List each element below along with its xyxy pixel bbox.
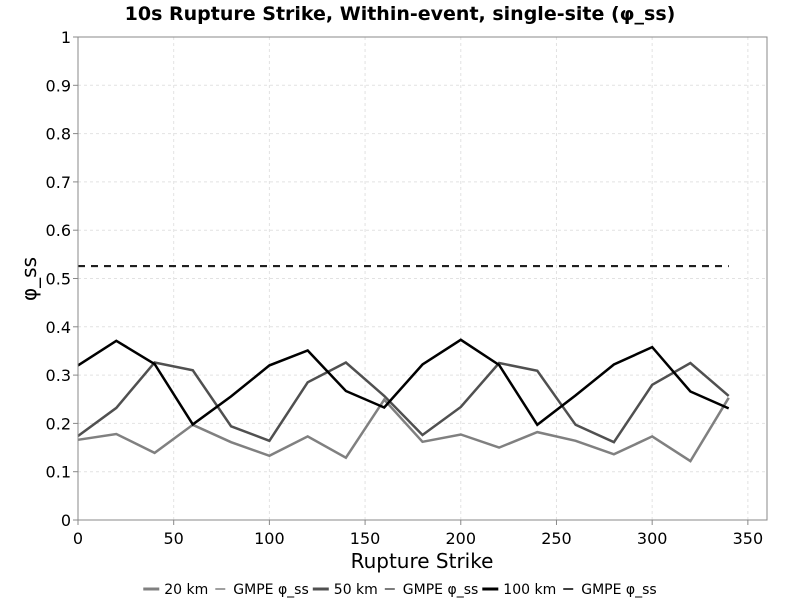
legend-label: 50 km — [334, 582, 378, 598]
y-tick-label: 0.7 — [46, 173, 71, 192]
legend-item: GMPE φ_ss — [563, 582, 657, 598]
x-tick-label: 350 — [733, 529, 764, 548]
grid — [77, 36, 767, 521]
legend-item: GMPE φ_ss — [215, 582, 309, 598]
legend-label: GMPE φ_ss — [233, 582, 309, 598]
y-axis-label: φ_ss — [17, 257, 41, 301]
y-tick-label: 0.2 — [46, 414, 71, 433]
x-tick-label: 250 — [541, 529, 572, 548]
legend-item: 100 km — [482, 582, 556, 598]
x-tick-label: 50 — [164, 529, 184, 548]
series-line-4 — [77, 338, 730, 427]
series-line-2 — [77, 360, 730, 444]
y-tick-label: 1 — [61, 28, 71, 47]
x-axis-label: Rupture Strike — [351, 549, 494, 573]
y-tick-label: 0 — [61, 511, 71, 530]
y-axis: 0 0.1 0.2 0.3 0.4 0.5 0.6 0.7 0.8 0.9 1 — [46, 28, 78, 530]
legend-item: 50 km — [312, 582, 378, 598]
x-tick-label: 150 — [350, 529, 381, 548]
x-axis: 0 50 100 150 200 250 300 350 — [73, 520, 763, 548]
y-tick-label: 0.6 — [46, 221, 71, 240]
y-tick-label: 0.5 — [46, 270, 71, 289]
legend-item: GMPE φ_ss — [384, 582, 479, 598]
x-tick-label: 100 — [254, 529, 285, 548]
series-line-0 — [77, 397, 730, 463]
x-tick-label: 200 — [446, 529, 477, 548]
legend-label: 100 km — [503, 582, 556, 598]
y-tick-label: 0.3 — [46, 366, 71, 385]
legend-item: 20 km — [143, 582, 208, 598]
x-tick-label: 300 — [637, 529, 668, 548]
legend-label: GMPE φ_ss — [403, 582, 479, 598]
y-tick-label: 0.4 — [46, 318, 71, 337]
x-tick-label: 0 — [73, 529, 83, 548]
series-layer — [77, 265, 730, 463]
y-tick-label: 0.9 — [46, 76, 71, 95]
legend-label: GMPE φ_ss — [581, 582, 657, 598]
legend-label: 20 km — [164, 582, 208, 598]
y-tick-label: 0.1 — [46, 463, 71, 482]
y-tick-label: 0.8 — [46, 125, 71, 144]
legend: 20 km GMPE φ_ss 50 km GMPE φ_ss 100 km GMPE φ… — [143, 582, 657, 598]
chart-title: 10s Rupture Strike, Within-event, single… — [125, 3, 676, 25]
